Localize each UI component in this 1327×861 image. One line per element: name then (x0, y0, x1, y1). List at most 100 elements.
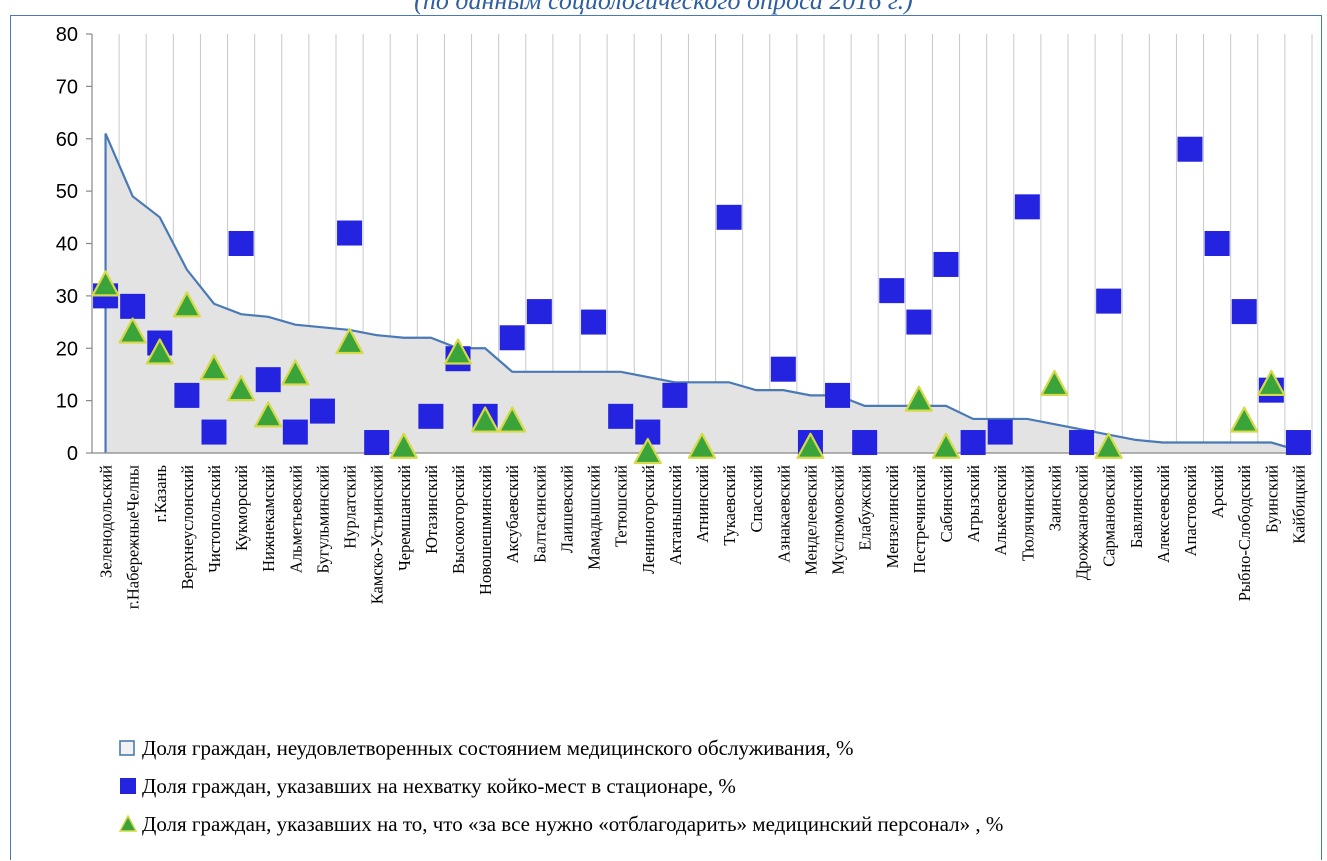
y-tick-label: 20 (56, 338, 78, 360)
square-point (960, 430, 986, 456)
triangle-series (91, 270, 1286, 465)
triangle-point (498, 406, 527, 433)
x-tick-label: Бавлинский (1127, 465, 1146, 548)
y-tick-label: 10 (56, 391, 78, 413)
area-series (104, 133, 1299, 453)
legend: Доля граждан, неудовлетворенных состояни… (118, 736, 1003, 836)
square-point (581, 309, 607, 335)
x-tick-label: Нурлатский (341, 465, 360, 549)
x-tick-label: Тетюшский (612, 465, 631, 547)
triangle-point (904, 385, 933, 412)
triangle-point (227, 375, 256, 402)
square-point (879, 278, 905, 304)
square-point (201, 419, 227, 445)
square-point (608, 403, 634, 429)
square-point (120, 293, 146, 319)
legend-swatch-area (119, 740, 135, 756)
legend-swatch-triangle (118, 814, 138, 832)
y-tick-label: 70 (56, 76, 78, 98)
triangle-point (1094, 432, 1123, 459)
square-point (933, 251, 959, 277)
square-point (499, 325, 525, 351)
x-tick-label: Алексеевский (1154, 465, 1173, 563)
triangle-point (633, 437, 662, 465)
y-tick-labels: 0 10 20 30 40 50 60 70 80 (56, 24, 78, 465)
triangle-point (281, 359, 310, 386)
x-tick-label: Буинский (1262, 465, 1281, 533)
triangle-point (91, 270, 120, 297)
x-tick-label: Чистопольский (205, 465, 224, 573)
triangle-point (118, 317, 147, 344)
x-tick-label: Лениногорский (639, 465, 658, 574)
x-tick-label: г.Казань (151, 465, 170, 523)
triangle-point (796, 432, 825, 459)
legend-swatch-square (120, 778, 136, 794)
triangle-point (199, 354, 229, 381)
x-tick-label: Менделеевский (801, 465, 820, 575)
triangle-point (471, 406, 500, 433)
triangle-point (687, 432, 717, 459)
y-tick-label: 50 (56, 181, 78, 203)
x-tick-label: Рыбно-Слободский (1235, 465, 1254, 601)
y-tick-label: 40 (56, 234, 78, 256)
legend-label: Доля граждан, указавших на нехватку койк… (142, 774, 736, 798)
x-tick-label: Дрожжановский (1073, 465, 1092, 580)
x-tick-label: Ютазинский (422, 465, 441, 554)
triangle-point (389, 432, 418, 459)
x-tick-label: Альметьевский (286, 465, 305, 573)
x-tick-label: Мамадышский (585, 465, 604, 570)
legend-label: Доля граждан, указавших на то, что «за в… (142, 812, 1003, 836)
x-tick-label: Апастовский (1181, 465, 1200, 557)
x-tick-label: Высокогорский (449, 465, 468, 574)
area-fill (105, 133, 1299, 453)
square-point (1177, 136, 1203, 162)
x-tick-label: Тукаевский (720, 465, 739, 546)
square-point (1231, 299, 1257, 325)
x-tick-label: Муслюмовский (829, 465, 848, 575)
x-tick-label: Агрызский (964, 465, 983, 543)
area-line (104, 133, 1299, 453)
x-tick-label: Аксубаевский (503, 465, 522, 564)
x-tick-label: Новошешминский (476, 465, 495, 595)
x-tick-label: Нижнекамский (259, 465, 278, 572)
square-point (337, 220, 363, 246)
square-point (309, 398, 335, 424)
square-point (852, 430, 878, 456)
square-point (716, 204, 742, 230)
x-tick-label: Мензелинский (883, 465, 902, 569)
square-point (526, 299, 552, 325)
triangle-point (1040, 369, 1069, 397)
chart-subtitle: (по данным социологического опроса 2016 … (414, 0, 913, 15)
x-tick-label: Алькеевский (991, 465, 1010, 556)
square-point (987, 419, 1013, 445)
square-point (228, 231, 254, 256)
y-tick-label: 30 (56, 286, 78, 308)
square-point (1285, 430, 1311, 456)
square-point (1014, 194, 1040, 220)
y-tick-label: 60 (56, 129, 78, 151)
triangle-point (1230, 406, 1259, 433)
x-tick-label: Камско-Устьинский (368, 465, 387, 604)
x-tick-label: Черемшанский (395, 465, 414, 571)
square-point (418, 403, 444, 429)
triangle-point (254, 401, 283, 428)
x-tick-label: Арский (1208, 465, 1227, 518)
x-tick-label: Тюлячинский (1018, 465, 1037, 561)
triangle-point (443, 338, 473, 365)
square-point (906, 309, 932, 335)
x-tick-label: Сармановский (1100, 465, 1119, 567)
x-tick-label: Атнинский (693, 465, 712, 543)
x-tick-label: Заинский (1045, 465, 1064, 531)
x-tick-label: Кайбицкий (1289, 465, 1308, 544)
square-series (93, 136, 1311, 456)
triangle-point (1257, 369, 1286, 397)
y-tick-label: 80 (56, 24, 78, 46)
x-tick-label: Спасский (747, 465, 766, 533)
triangle-point (931, 432, 961, 459)
x-tick-label: Пестречинский (910, 465, 929, 574)
square-point (1069, 430, 1095, 456)
x-tick-label: Балтасинский (530, 465, 549, 563)
triangle-point (145, 338, 174, 365)
